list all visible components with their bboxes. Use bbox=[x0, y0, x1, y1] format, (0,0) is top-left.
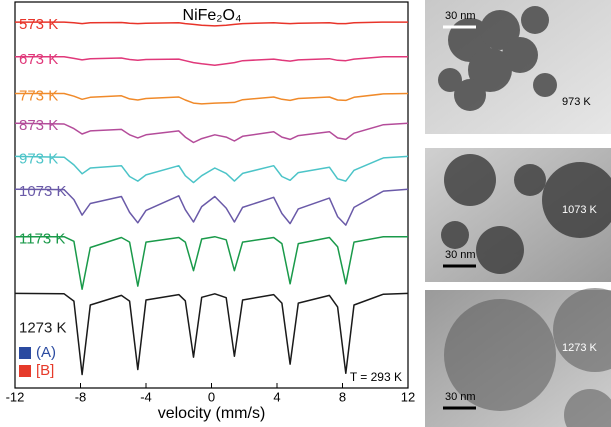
spectrum-line bbox=[14, 155, 409, 184]
particles bbox=[438, 6, 557, 111]
spectrum-line bbox=[14, 122, 409, 144]
x-tick-label: -12 bbox=[6, 389, 25, 404]
series-label: 1273 K bbox=[19, 319, 67, 336]
spectrum-line bbox=[14, 292, 409, 376]
series-label: 1173 K bbox=[19, 231, 65, 248]
spectrum-line bbox=[14, 188, 409, 226]
series-label: 773 K bbox=[19, 87, 58, 104]
particles bbox=[441, 154, 611, 274]
legend-swatch bbox=[19, 365, 31, 377]
legend-label: [B] bbox=[36, 362, 54, 379]
series-label: 873 K bbox=[19, 117, 58, 134]
x-axis-label: velocity (mm/s) bbox=[158, 405, 266, 422]
scale-bar-label: 30 nm bbox=[445, 391, 476, 403]
x-tick-label: -4 bbox=[140, 389, 152, 404]
scale-bar-label: 30 nm bbox=[445, 10, 476, 22]
image-label: 1273 K bbox=[562, 342, 598, 354]
series-label: 973 K bbox=[19, 150, 58, 167]
x-tick-label: 12 bbox=[401, 389, 415, 404]
series-label: 673 K bbox=[19, 51, 58, 68]
image-label: 973 K bbox=[562, 96, 591, 108]
annotation: T = 293 K bbox=[350, 370, 402, 384]
tem-images: 30 nm 973 K 30 nm 1073 K 30 nm 1273 K bbox=[425, 0, 611, 427]
particles bbox=[444, 288, 611, 427]
spectrum-line bbox=[15, 92, 409, 105]
x-tick-label: -8 bbox=[75, 389, 87, 404]
image-label: 1073 K bbox=[562, 204, 598, 216]
chart-title: NiFe₂O₄ bbox=[183, 7, 242, 24]
x-tick-label: 0 bbox=[208, 389, 215, 404]
series-label: 573 K bbox=[19, 16, 58, 33]
spectrum-line bbox=[15, 235, 408, 290]
x-tick-label: 4 bbox=[273, 389, 280, 404]
series-label: 1073 K bbox=[19, 183, 67, 200]
legend-swatch bbox=[19, 347, 31, 359]
scale-bar-label: 30 nm bbox=[445, 249, 476, 261]
spectrum-line bbox=[15, 56, 408, 67]
x-tick-label: 8 bbox=[339, 389, 346, 404]
spectrum-line bbox=[15, 21, 408, 27]
legend-label: (A) bbox=[36, 344, 56, 361]
